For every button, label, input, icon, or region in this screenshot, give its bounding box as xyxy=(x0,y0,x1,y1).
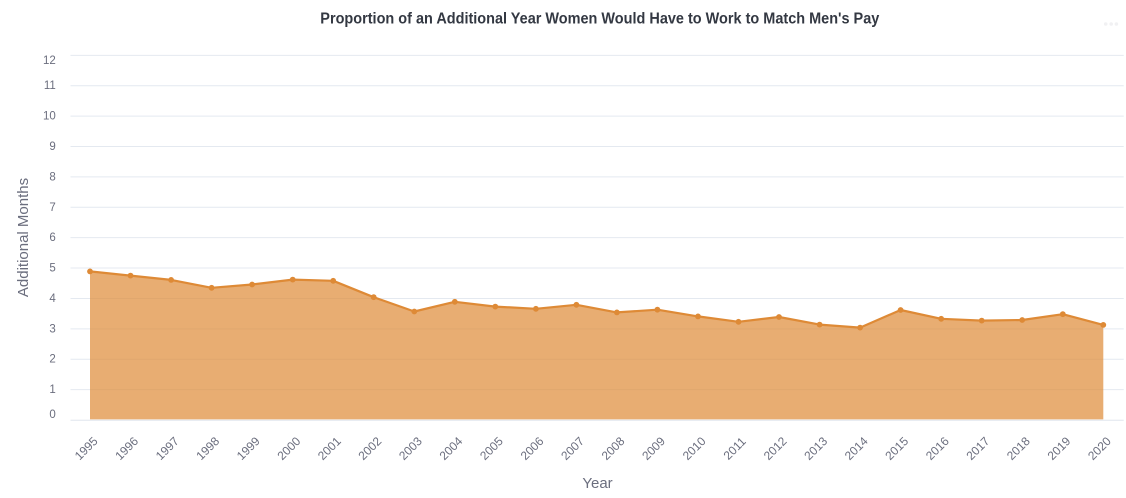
svg-text:6: 6 xyxy=(49,232,55,244)
svg-text:10: 10 xyxy=(43,111,56,123)
svg-text:5: 5 xyxy=(49,263,55,275)
svg-text:2: 2 xyxy=(49,354,55,366)
svg-text:4: 4 xyxy=(49,293,56,305)
svg-text:1: 1 xyxy=(49,384,55,396)
svg-text:Additional Months: Additional Months xyxy=(15,178,32,297)
svg-text:3: 3 xyxy=(49,323,55,335)
svg-text:Proportion of an Additional Ye: Proportion of an Additional Year Women W… xyxy=(320,11,879,28)
svg-text:7: 7 xyxy=(49,202,55,214)
svg-text:0: 0 xyxy=(49,409,55,421)
svg-text:Year: Year xyxy=(582,475,612,492)
svg-text:9: 9 xyxy=(49,141,55,153)
svg-text:8: 8 xyxy=(49,171,55,183)
svg-text:11: 11 xyxy=(44,80,56,92)
svg-text:12: 12 xyxy=(43,55,56,67)
